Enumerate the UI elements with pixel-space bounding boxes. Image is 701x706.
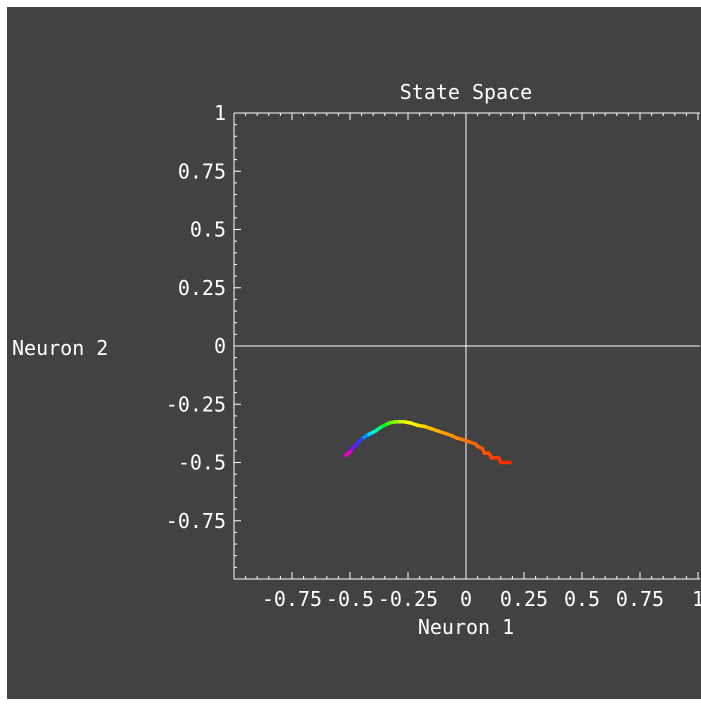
x-tick-label: -0.75 xyxy=(262,587,322,611)
y-tick-label: -0.25 xyxy=(166,392,226,416)
x-tick-label: -0.25 xyxy=(378,587,438,611)
x-tick-label: 1 xyxy=(692,587,701,611)
ticks: -0.75 -0.5 -0.25 0 0.25 0.5 0.75 110.750.50.250… xyxy=(166,101,701,611)
x-tick-label: 0.5 xyxy=(564,587,600,611)
y-tick-label: 0.25 xyxy=(178,276,226,300)
x-axis-label: Neuron 1 xyxy=(418,615,514,639)
y-tick-label: -0.75 xyxy=(166,509,226,533)
y-tick-label: 0.75 xyxy=(178,159,226,183)
trajectory-segment xyxy=(343,450,352,458)
trajectory-line xyxy=(343,419,512,465)
y-tick-label: 0.5 xyxy=(190,218,226,242)
x-tick-label: -0.5 xyxy=(326,587,374,611)
x-tick-label: 0 xyxy=(460,587,472,611)
y-tick-label: 0 xyxy=(214,334,226,358)
x-tick-label: 0.75 xyxy=(616,587,664,611)
axes xyxy=(233,112,700,580)
y-tick-label: 1 xyxy=(214,101,226,125)
y-axis-label: Neuron 2 xyxy=(12,336,108,360)
chart-panel xyxy=(7,7,701,699)
x-tick-label: 0.25 xyxy=(500,587,548,611)
chart-title: State Space xyxy=(400,80,532,104)
y-tick-label: -0.5 xyxy=(178,451,226,475)
